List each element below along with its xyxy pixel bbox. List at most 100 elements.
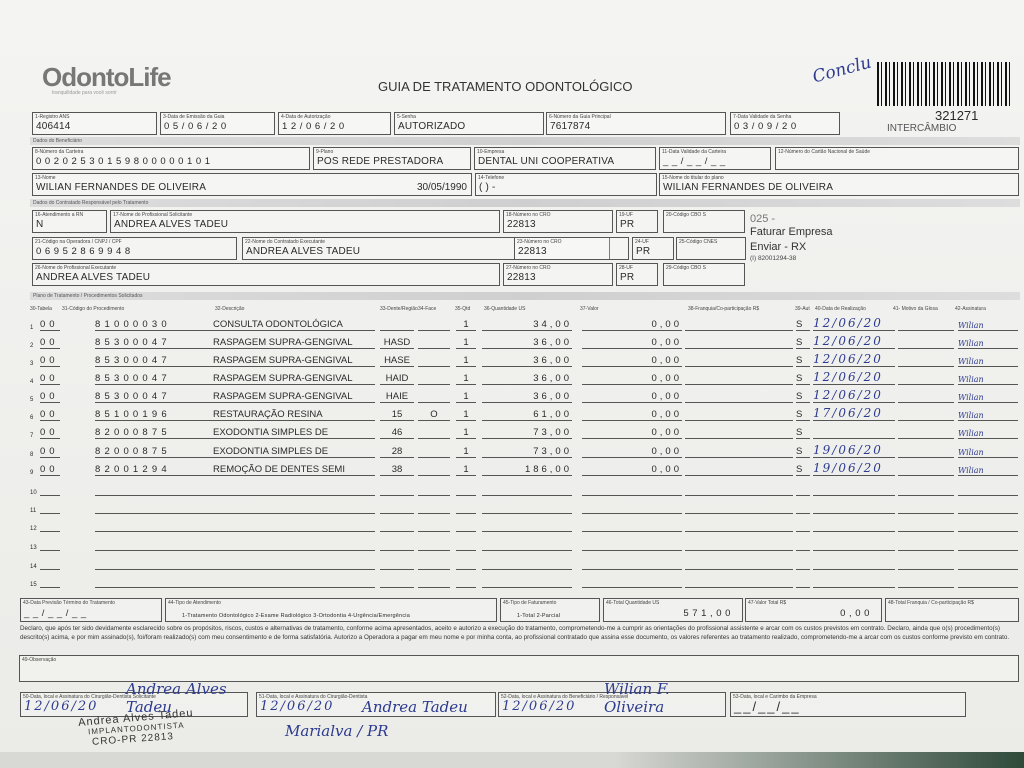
row-number: 9 xyxy=(30,470,34,476)
data-emissao-field[interactable]: 3-Data de Emissão da Guia 05/06/20 xyxy=(160,112,275,135)
code-cell: 85300047 xyxy=(95,373,215,385)
cro-executante-field[interactable]: 23-Número no CRO 22813 xyxy=(514,237,629,260)
cnes-field[interactable]: 25-Código CNES xyxy=(676,237,746,260)
cbo-profissional-field[interactable]: 29-Código CBO S xyxy=(663,263,745,286)
atendimento-rn-field[interactable]: 16-Atendimento a RN N xyxy=(32,210,107,233)
tabela-cell: 00 xyxy=(40,373,60,385)
procedure-row[interactable]: 8 00 82000875 EXODONTIA SIMPLES DE 28 1 73,00 0… xyxy=(30,443,1020,459)
valor-cell xyxy=(582,539,682,551)
numero-carteira-field[interactable]: 8-Número da Carteira 00202530159800000101 xyxy=(32,147,310,170)
tabela-cell xyxy=(40,484,60,496)
procedure-row[interactable]: 13 xyxy=(30,536,1020,552)
franquia-cell xyxy=(685,319,793,331)
column-header: 42-Assinatura xyxy=(955,306,986,312)
titular-field[interactable]: 15-Nome do titular do plano WILIAN FERNAN… xyxy=(659,173,1019,196)
field-value: PR xyxy=(620,272,635,283)
registro-ans-field[interactable]: 1-Registro ANS 406414 xyxy=(32,112,157,135)
franquia-cell xyxy=(685,502,793,514)
aut-cell: S xyxy=(796,355,810,367)
procedure-row[interactable]: 7 00 82000875 EXODONTIA SIMPLES DE 46 1 73,00 0… xyxy=(30,424,1020,440)
procedure-row[interactable]: 4 00 85300047 RASPAGEM SUPRA-GENGIVAL HAID 1 3… xyxy=(30,370,1020,386)
date-cell: 19/06/20 xyxy=(813,461,895,476)
tipo-faturamento-field[interactable]: 45-Tipo de Faturamento 1-Total 2-Parcial xyxy=(500,598,600,622)
validade-carteira-field[interactable]: 11-Data Validade da Carteira __/__/__ xyxy=(659,147,771,170)
valor-total-field[interactable]: 47-Valor Total R$ 0,00 xyxy=(745,598,882,622)
tipo-atendimento-field[interactable]: 44-Tipo de Atendimento 1-Tratamento Odont… xyxy=(165,598,497,622)
procedure-row[interactable]: 2 00 85300047 RASPAGEM SUPRA-GENGIVAL HASD 1 3… xyxy=(30,334,1020,350)
data-autorizacao-field[interactable]: 4-Data de Autorização 12/06/20 xyxy=(278,112,391,135)
empresa-stamp-field[interactable]: 53-Data, local e Carimbo da Empresa __/__… xyxy=(730,692,966,717)
previsao-termino-field[interactable]: 43-Data Previsão Término do Tratamento __… xyxy=(20,598,162,622)
row-number: 7 xyxy=(30,433,34,439)
procedure-row[interactable]: 1 00 81000030 CONSULTA ODONTOLÓGICA 1 34,00 0,… xyxy=(30,316,1020,332)
field-value: 22813 xyxy=(507,272,536,283)
cartao-nacional-field[interactable]: 12-Número do Cartão Nacional de Saúde xyxy=(775,147,1019,170)
date-cell: 12/06/20 xyxy=(813,316,895,331)
total-us-field[interactable]: 46-Total Quantidade US 571,00 xyxy=(603,598,743,622)
signature-cell: Wilian xyxy=(958,357,1018,367)
barcode-caption: INTERCÂMBIO xyxy=(887,123,957,134)
dentista-signature-field[interactable]: 51-Data, local e Assinatura do Cirurgião… xyxy=(256,692,496,717)
declaration-text: Declaro, que após ter sido devidamente e… xyxy=(20,625,1010,641)
column-header: 31-Código do Procedimento xyxy=(62,306,125,312)
procedure-row[interactable]: 9 00 82001294 REMOÇÃO DE DENTES SEMI 38 1 186,… xyxy=(30,461,1020,477)
procedure-row[interactable]: 3 00 85300047 RASPAGEM SUPRA-GENGIVAL HASE 1 3… xyxy=(30,352,1020,368)
field-value: N xyxy=(36,219,44,230)
procedure-row[interactable]: 15 xyxy=(30,573,1020,589)
procedure-row[interactable]: 12 xyxy=(30,517,1020,533)
dente-cell xyxy=(380,539,414,551)
procedure-row[interactable]: 6 00 85100196 RESTAURAÇÃO RESINA 15 O 1 61,00 0,… xyxy=(30,406,1020,422)
observacao-field[interactable]: 49-Observação xyxy=(19,655,1019,682)
code-cell: 82000875 xyxy=(95,427,215,439)
description-cell: RESTAURAÇÃO RESINA xyxy=(213,409,375,421)
row-number: 10 xyxy=(30,490,37,496)
solicitante-signature-field[interactable]: 50-Data, local e Assinatura do Cirurgião… xyxy=(20,680,248,717)
uf-profissional-field[interactable]: 28-UF PR xyxy=(616,263,658,286)
qtd-cell xyxy=(456,558,476,570)
profissional-executante-field[interactable]: 26-Nome do Profissional Executante ANDREA… xyxy=(32,263,500,286)
valor-cell: 0,00 xyxy=(582,373,682,385)
plano-field[interactable]: 9-Plano POS REDE PRESTADORA xyxy=(313,147,471,170)
code-cell xyxy=(95,539,215,551)
nome-field[interactable]: 13-Nome WILIAN FERNANDES DE OLIVEIRA 30/05… xyxy=(32,173,472,196)
guia-principal-field[interactable]: 6-Número da Guia Principal 7617874 xyxy=(546,112,726,135)
face-cell: O xyxy=(418,409,450,421)
column-header: 32-Descrição xyxy=(215,306,245,312)
motivo-glosa-cell xyxy=(898,373,954,385)
field-value: WILIAN FERNANDES DE OLIVEIRA xyxy=(36,182,207,193)
row-number: 4 xyxy=(30,379,34,385)
contratado-executante-field[interactable]: 22-Nome do Contratado Executante ANDREA A… xyxy=(242,237,610,260)
cnpj-field[interactable]: 21-Código na Operadora / CNPJ / CPF 06952… xyxy=(32,237,237,260)
face-cell xyxy=(418,330,450,331)
total-franquia-field[interactable]: 48-Total Franquia / Co-participação R$ xyxy=(885,598,1019,622)
date-cell: 12/06/20 xyxy=(813,334,895,349)
profissional-solicitante-field[interactable]: 17-Nome do Profissional Solicitante ANDRE… xyxy=(110,210,500,233)
cro-profissional-field[interactable]: 27-Número no CRO 22813 xyxy=(503,263,613,286)
senha-field[interactable]: 5-Senha AUTORIZADO xyxy=(394,112,544,135)
qtd-cell: 1 xyxy=(456,409,476,421)
aut-cell xyxy=(796,539,810,551)
field-value: 1-Tratamento Odontológico 2-Exame Radiol… xyxy=(182,613,410,619)
cbo-solicitante-field[interactable]: 20-Código CBO S xyxy=(663,210,745,233)
uf-solicitante-field[interactable]: 19-UF PR xyxy=(616,210,658,233)
valor-cell: 0,00 xyxy=(582,337,682,349)
beneficiario-signature-field[interactable]: 52-Data, local e Assinatura do Beneficiá… xyxy=(498,680,726,717)
column-header: 30-Tabela xyxy=(30,306,52,312)
validade-senha-field[interactable]: 7-Data Validade da Senha 03/09/20 xyxy=(730,112,840,135)
dente-cell xyxy=(380,520,414,532)
odontolife-logo: OdontoLife tranquilidade para você sorrir xyxy=(42,62,172,96)
barcode xyxy=(877,62,1012,106)
procedure-row[interactable]: 11 xyxy=(30,499,1020,515)
procedure-row[interactable]: 10 xyxy=(30,481,1020,497)
field-label: 24-UF xyxy=(635,239,649,245)
code-cell: 82000875 xyxy=(95,446,215,458)
cro-solicitante-field[interactable]: 18-Número no CRO 22813 xyxy=(503,210,613,233)
procedure-row[interactable]: 5 00 85300047 RASPAGEM SUPRA-GENGIVAL HAIE 1 3… xyxy=(30,388,1020,404)
procedure-row[interactable]: 14 xyxy=(30,555,1020,571)
uf-executante-field[interactable]: 24-UF PR xyxy=(632,237,674,260)
face-cell xyxy=(418,366,450,367)
empresa-field[interactable]: 10-Empresa DENTAL UNI COOPERATIVA xyxy=(474,147,656,170)
telefone-field[interactable]: 14-Telefone( ) - xyxy=(475,173,657,196)
valor-cell: 0,00 xyxy=(582,355,682,367)
signature-cell: Wilian xyxy=(958,448,1018,458)
